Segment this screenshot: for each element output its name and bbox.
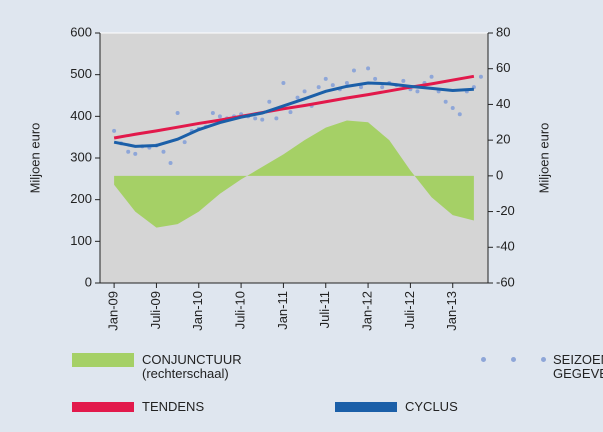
legend-swatch [72,353,134,367]
y2-axis-label: Miljoen euro [536,123,551,194]
y2-tick-label: -60 [496,274,515,289]
point [112,128,117,133]
y-tick-label: 200 [70,191,92,206]
point [168,161,173,165]
y2-tick-label: 20 [496,132,510,147]
point [281,81,286,85]
x-tick-label: Jan-12 [360,291,375,331]
point [443,99,448,104]
legend-label: CYCLUS [405,399,458,414]
legend-swatch [335,402,397,412]
legend-swatch [481,357,486,362]
y2-tick-label: 60 [496,60,510,75]
legend-swatch [72,402,134,412]
point [210,111,215,115]
y2-tick-label: 0 [496,167,503,182]
y-tick-label: 300 [70,149,92,164]
point [380,85,385,90]
point [373,76,378,81]
y-tick-label: 600 [70,24,92,39]
y-tick-label: 100 [70,233,92,248]
x-tick-label: Juli-11 [317,291,332,328]
point [274,116,279,121]
x-tick-label: Jan-10 [190,291,205,331]
point [161,149,166,154]
x-tick-label: Jan-13 [444,291,459,331]
y-tick-label: 400 [70,108,92,123]
x-tick-label: Jan-09 [106,291,121,331]
point [401,78,406,83]
point [359,85,364,90]
area [114,120,474,228]
y-axis-label: Miljoen euro [27,123,42,194]
point [478,74,483,79]
point [457,112,462,117]
legend-swatch [511,357,516,362]
point [260,117,265,122]
point [344,81,349,85]
x-tick-label: Jan-11 [275,291,290,330]
point [323,76,328,81]
point [295,95,300,100]
legend-label: TENDENS [142,399,205,414]
legend-label: SEIZOENGEZUIVERDE GEGEVENS [553,352,603,381]
point [267,99,272,104]
legend-label: CONJUNCTUUR (rechterschaal) [142,352,242,381]
point [253,116,258,121]
line [113,81,474,148]
y2-tick-label: -20 [496,203,515,218]
point [217,114,222,119]
point [316,85,321,90]
point [182,140,187,145]
point [288,110,293,115]
point [429,74,434,79]
point [415,89,420,94]
y-tick-label: 0 [85,274,92,289]
y2-tick-label: 80 [496,24,510,39]
x-tick-label: Juli-12 [402,291,417,329]
point [351,68,356,73]
point [366,66,371,71]
point [126,149,131,154]
point [133,151,138,156]
point [450,106,455,110]
y2-tick-label: -40 [496,239,515,254]
legend-swatch [541,357,546,362]
y2-tick-label: 40 [496,96,510,111]
point [302,89,307,94]
point [330,83,335,88]
point [175,111,180,115]
x-tick-label: Juli-10 [233,291,248,329]
x-tick-label: Juli-09 [148,291,163,329]
y-tick-label: 500 [70,66,92,81]
